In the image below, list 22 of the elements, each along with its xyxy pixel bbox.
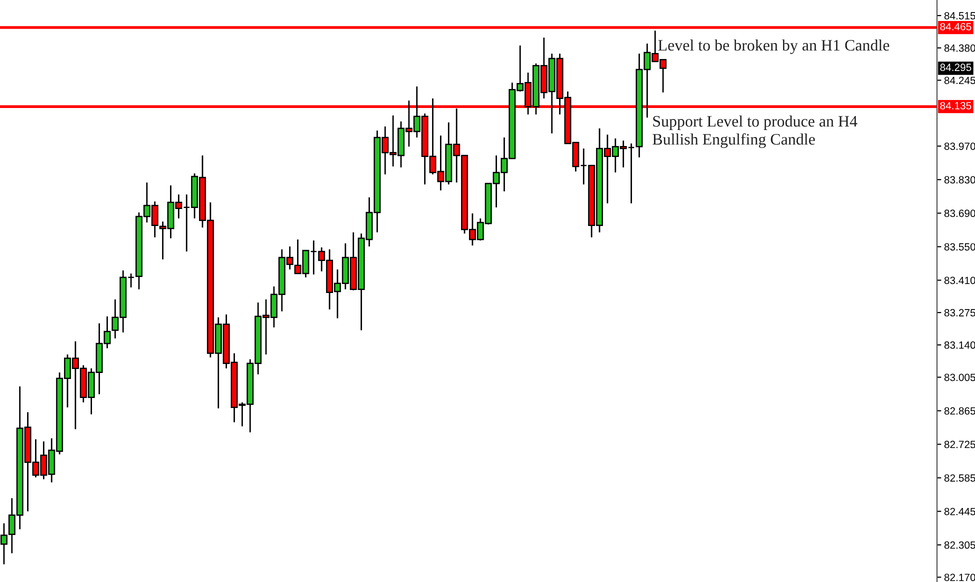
y-tick-label: 83.690 [944,210,975,218]
y-tick-label: 83.830 [944,176,975,184]
y-tick-label: 82.170 [944,574,975,582]
y-tick-label: 83.410 [944,276,975,284]
ref-line-label: 84.135 [940,102,972,110]
y-tick-label: 82.725 [944,440,975,448]
y-tick-label: 82.305 [944,541,975,549]
y-tick-label: 83.970 [944,142,975,150]
ref-line-label: 84.465 [940,22,972,30]
y-tick-label: 83.550 [944,243,975,251]
annotation: Support Level to produce an H4 Bullish Engulfing Candle [652,115,858,148]
y-tick-label: 84.380 [944,44,975,52]
y-tick-label: 82.865 [944,407,975,415]
y-tick-label: 83.140 [944,341,975,349]
y-tick-label: 84.245 [944,76,975,84]
y-tick-label: 83.005 [944,374,975,382]
y-tick-label: 82.585 [944,474,975,482]
y-tick-label: 84.515 [944,12,975,20]
y-tick-label: 82.445 [944,508,975,516]
y-tick-label: 83.275 [944,309,975,316]
annotation: Level to be broken by an H1 Candle [658,39,890,54]
annotation: 84.295 [940,64,972,72]
